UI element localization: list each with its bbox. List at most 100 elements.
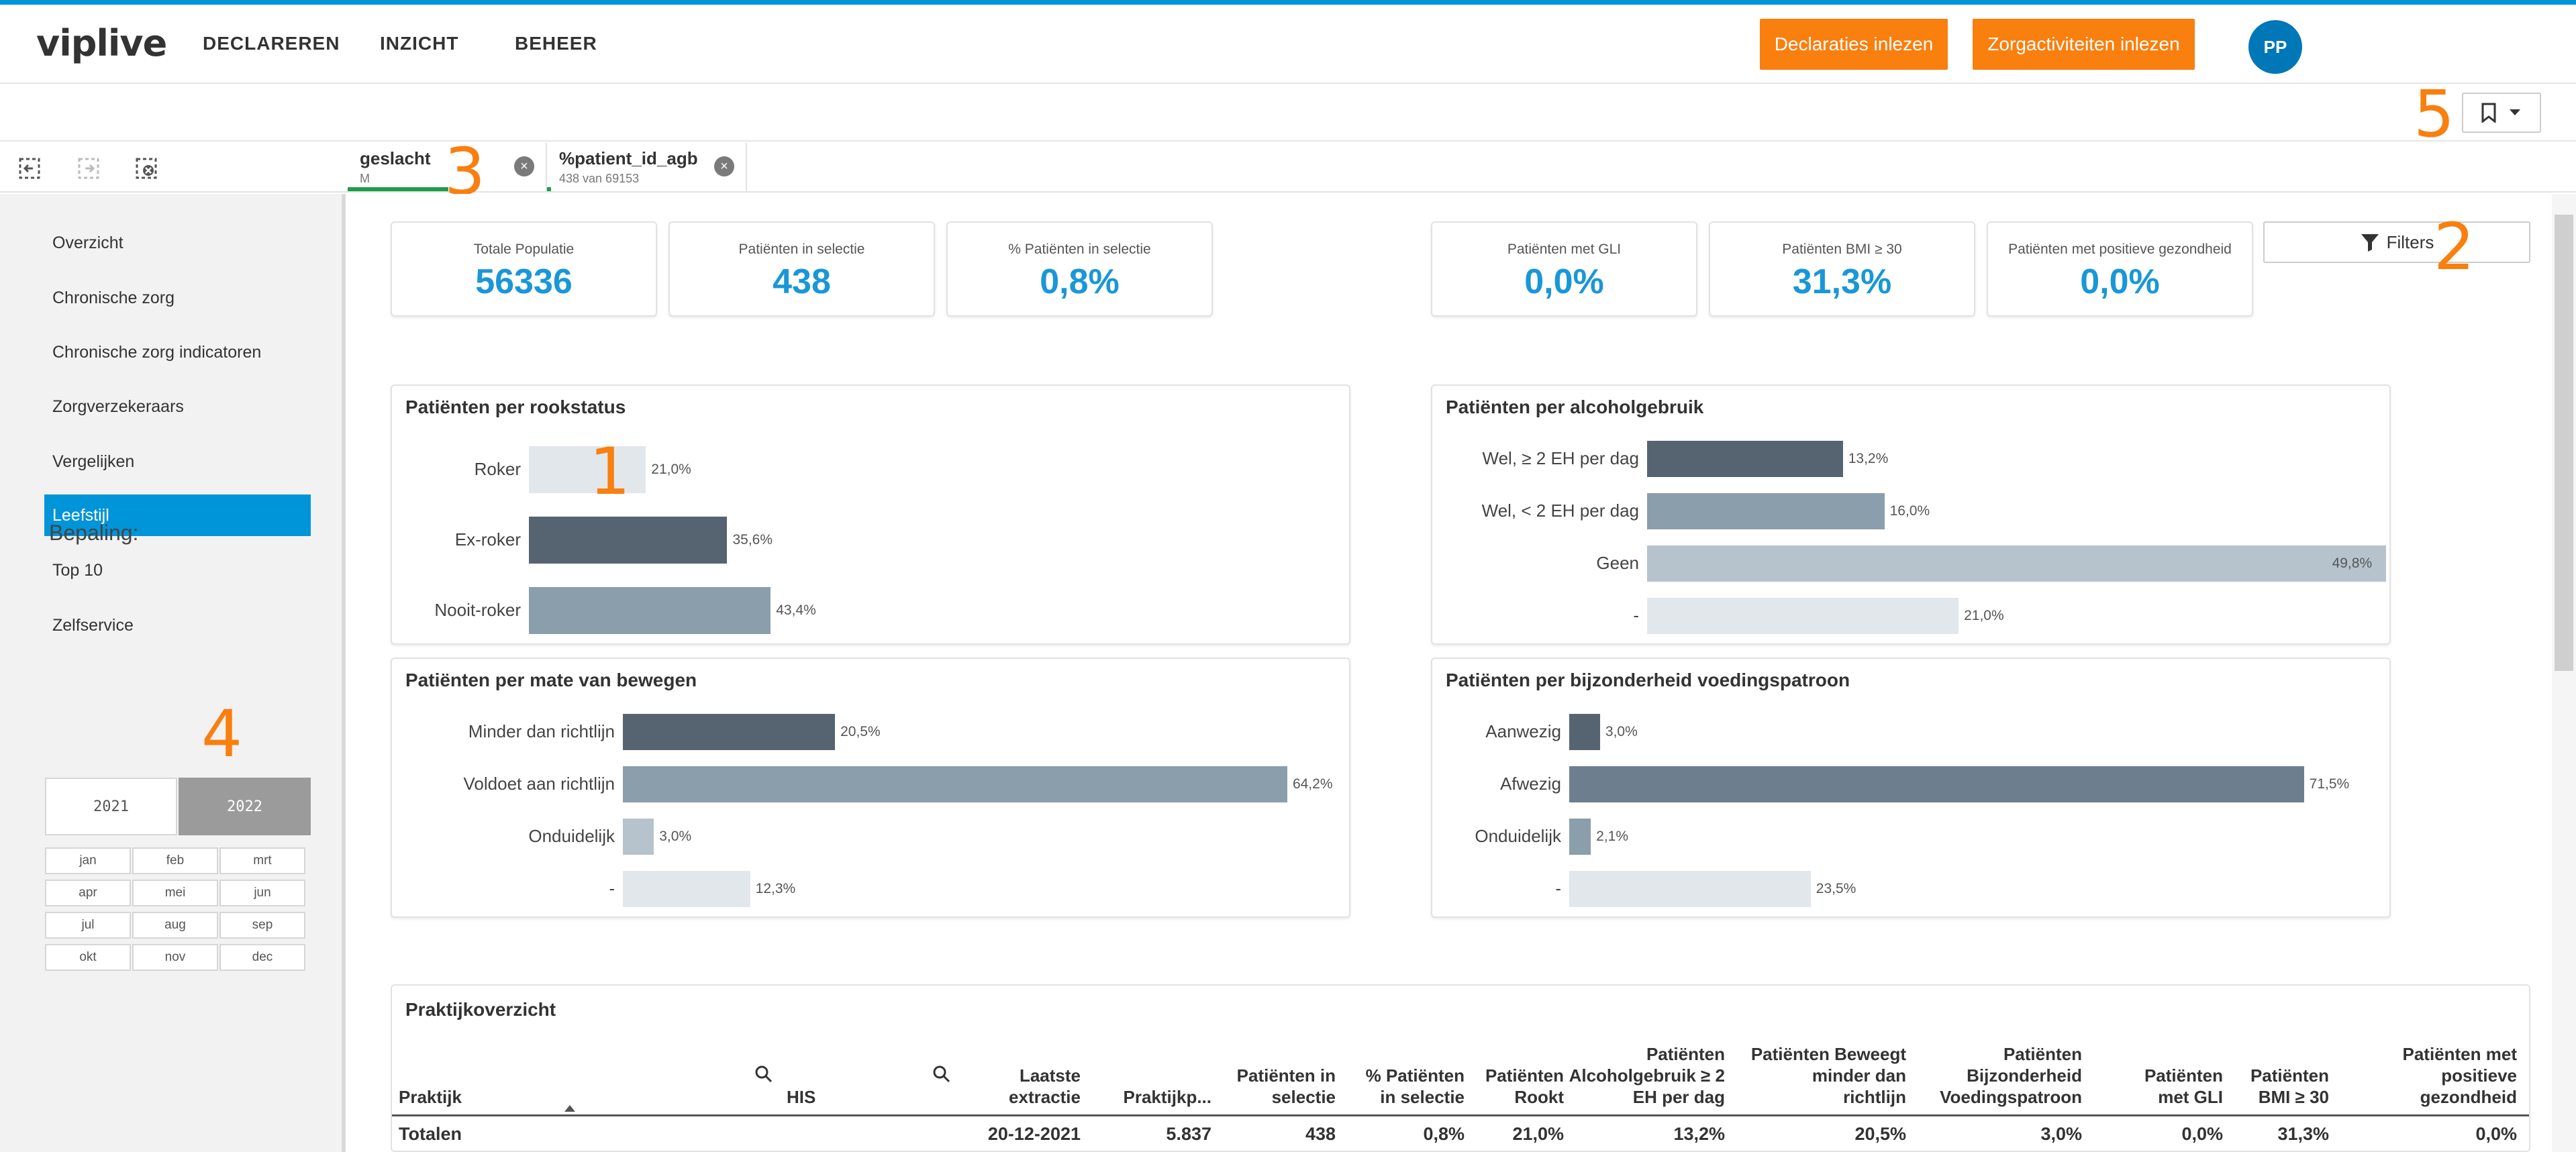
app-logo[interactable]: viplive — [36, 22, 167, 64]
search-icon[interactable] — [754, 1065, 773, 1084]
sidebar-item-leefstijl[interactable]: Leefstijl — [44, 494, 311, 536]
month-sep[interactable]: sep — [219, 912, 305, 939]
kpi-totale-populatie: Totale Populatie 56336 — [391, 221, 657, 317]
sidebar-item-chronische-zorg-indicatoren[interactable]: Chronische zorg indicatoren — [52, 342, 262, 362]
nav-declareren[interactable]: DECLAREREN — [203, 33, 340, 54]
close-icon[interactable]: × — [514, 156, 534, 176]
bar-category-label: - — [609, 878, 615, 898]
table-cell: 0,8% — [1423, 1124, 1465, 1144]
year-2021[interactable]: 2021 — [45, 778, 177, 835]
clear-selections-icon[interactable] — [134, 156, 158, 180]
zorgactiviteiten-inlezen-button[interactable]: Zorgactiviteiten inlezen — [1973, 19, 2195, 70]
kpi-label: Patiënten met positieve gezondheid — [2008, 242, 2232, 257]
month-nov[interactable]: nov — [132, 944, 218, 971]
table-column-header[interactable]: Praktijk — [399, 1087, 462, 1107]
table-column-header[interactable]: Patiënten Bijzonderheid Voedingspatroon — [1940, 1044, 2082, 1107]
close-icon[interactable]: × — [714, 156, 734, 176]
step-forward-icon[interactable] — [77, 156, 101, 180]
table-column-header[interactable]: Patiënten met GLI — [2144, 1065, 2223, 1107]
table-column-header[interactable]: Patiënten met positieve gezondheid — [2402, 1044, 2518, 1107]
sidebar-item-overzicht[interactable]: Overzicht — [52, 233, 123, 252]
bar-value-label: 23,5% — [1816, 881, 1856, 896]
sidebar-item-zelfservice[interactable]: Zelfservice — [52, 615, 134, 635]
bar-category-label: Nooit-roker — [434, 600, 521, 620]
month-jul[interactable]: jul — [45, 912, 131, 939]
bar-category-label: Ex-roker — [454, 529, 521, 549]
table-column-header[interactable]: Patiënten Beweegt minder dan richtlijn — [1750, 1044, 1906, 1107]
month-aug[interactable]: aug — [132, 912, 218, 939]
table-cell: 20,5% — [1854, 1124, 1906, 1144]
bar-value-label: 16,0% — [1889, 503, 1930, 519]
table-column-header[interactable]: HIS — [787, 1087, 816, 1107]
table-cell: 438 — [1305, 1124, 1336, 1144]
table-title: Praktijkoverzicht — [405, 999, 556, 1020]
bar[interactable] — [623, 714, 836, 750]
bar-value-label: 3,0% — [1605, 724, 1638, 739]
chart-title: Patiënten per bijzonderheid voedingspatr… — [1446, 670, 1850, 690]
kpi-label: Patiënten met GLI — [1507, 242, 1622, 257]
bar[interactable] — [1569, 871, 1811, 907]
month-dec[interactable]: dec — [219, 944, 305, 971]
selection-state-bar — [348, 187, 448, 191]
filters-label: Filters — [2386, 231, 2434, 252]
selection-chip-patient-id[interactable]: %patient_id_agb 438 van 69153 × — [547, 143, 747, 191]
bar[interactable] — [1569, 714, 1600, 750]
bar[interactable] — [529, 587, 771, 634]
month-apr[interactable]: apr — [45, 880, 131, 906]
selection-value: 438 van 69153 — [559, 172, 640, 185]
month-mrt[interactable]: mrt — [219, 847, 305, 874]
sidebar-item-top-10[interactable]: Top 10 — [52, 560, 103, 580]
table-cell: 0,0% — [2475, 1124, 2517, 1144]
step-back-icon[interactable] — [17, 156, 42, 180]
nav-inzicht[interactable]: INZICHT — [380, 33, 459, 54]
chart-rookstatus: Patiënten per rookstatus Roker 21,0% Ex-ro… — [391, 384, 1350, 645]
table-cell: 21,0% — [1512, 1124, 1564, 1144]
table-column-header[interactable]: Laatste extractie — [1009, 1065, 1081, 1107]
selection-chip-geslacht[interactable]: geslacht M × — [348, 143, 547, 191]
year-2022[interactable]: 2022 — [179, 778, 311, 835]
user-avatar[interactable]: PP — [2248, 20, 2302, 74]
bar-value-label: 71,5% — [2309, 776, 2350, 792]
month-okt[interactable]: okt — [45, 944, 131, 971]
selection-value: M — [360, 172, 370, 185]
bar-value-label: 35,6% — [732, 532, 773, 547]
annotation-marker-4: 4 — [201, 696, 243, 772]
bar[interactable] — [623, 766, 1287, 802]
table-column-header[interactable]: % Patiënten in selectie — [1365, 1065, 1465, 1107]
table-column-header[interactable]: Patiënten in selectie — [1236, 1065, 1336, 1107]
bar[interactable] — [1569, 766, 2304, 802]
bar[interactable] — [1647, 598, 1959, 634]
sidebar-item-zorgverzekeraars[interactable]: Zorgverzekeraars — [52, 397, 184, 416]
declaraties-inlezen-button[interactable]: Declaraties inlezen — [1760, 19, 1948, 70]
sidebar-item-chronische-zorg[interactable]: Chronische zorg — [52, 288, 175, 307]
table-column-header[interactable]: Patiënten Alcoholgebruik ≥ 2 EH per dag — [1569, 1044, 1725, 1107]
bar-category-label: Geen — [1596, 553, 1639, 573]
kpi-patienten-in-selectie: Patiënten in selectie 438 — [668, 221, 935, 317]
kpi-value: 438 — [773, 262, 831, 301]
month-jun[interactable]: jun — [219, 880, 305, 906]
table-column-header[interactable]: Praktijkp... — [1123, 1087, 1212, 1107]
bar[interactable] — [529, 517, 728, 564]
filters-button[interactable]: Filters — [2263, 221, 2530, 263]
table-column-header[interactable]: Patiënten Rookt — [1485, 1065, 1564, 1107]
scrollbar-thumb[interactable] — [2555, 215, 2573, 671]
bar-value-label: 64,2% — [1292, 776, 1333, 792]
nav-beheer[interactable]: BEHEER — [515, 33, 597, 54]
search-icon[interactable] — [932, 1065, 951, 1084]
sidebar-item-vergelijken[interactable]: Vergelijken — [52, 452, 135, 471]
table-cell: Totalen — [399, 1124, 462, 1144]
bar[interactable] — [623, 819, 654, 855]
month-jan[interactable]: jan — [45, 847, 131, 874]
month-feb[interactable]: feb — [132, 847, 218, 874]
bar[interactable] — [1569, 819, 1591, 855]
bar-category-label: Aanwezig — [1485, 721, 1561, 741]
sort-ascending-icon[interactable] — [563, 1104, 577, 1113]
month-mei[interactable]: mei — [132, 880, 218, 906]
table-column-header[interactable]: Patiënten BMI ≥ 30 — [2250, 1065, 2329, 1107]
bar[interactable] — [1647, 441, 1843, 477]
bar[interactable] — [623, 871, 750, 907]
bar[interactable] — [529, 446, 646, 493]
bar[interactable] — [1647, 545, 2386, 582]
bookmark-button[interactable] — [2462, 93, 2541, 133]
bar[interactable] — [1647, 493, 1885, 529]
